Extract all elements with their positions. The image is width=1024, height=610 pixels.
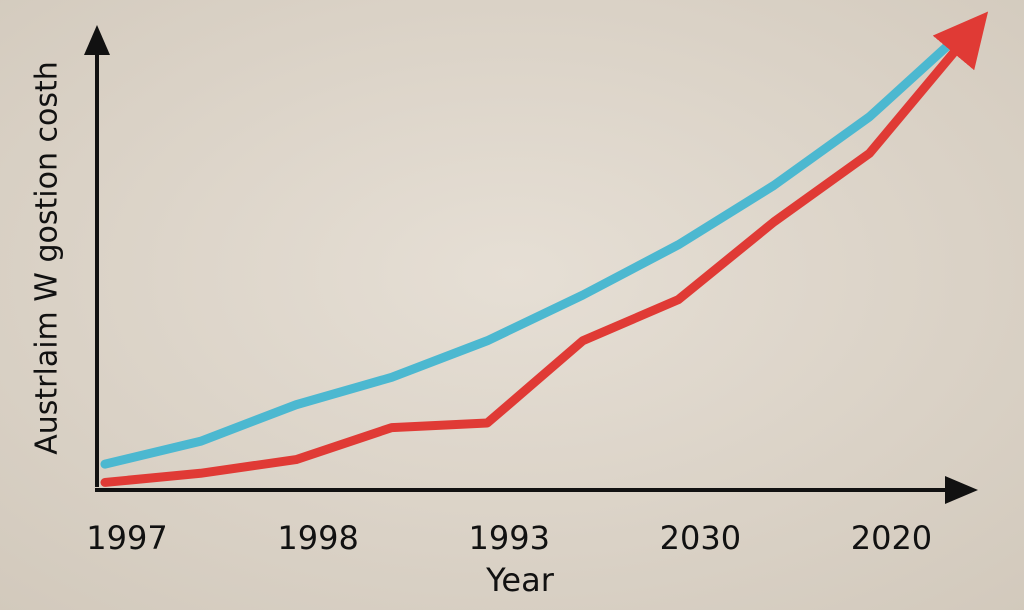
series-line: [100, 25, 970, 469]
x-tick-label: 1993: [469, 519, 550, 557]
x-tick-label: 1997: [86, 519, 167, 557]
series-line: [100, 11, 989, 487]
x-tick-label: 2020: [851, 519, 932, 557]
x-tick-label: 1998: [277, 519, 358, 557]
y-axis-label: Austrlaim W gostion costh: [30, 61, 65, 455]
y-axis-arrow: [84, 25, 110, 55]
x-tick-label: 2030: [660, 519, 741, 557]
x-axis-label: Year: [485, 561, 555, 599]
x-axis-arrow: [945, 476, 978, 504]
